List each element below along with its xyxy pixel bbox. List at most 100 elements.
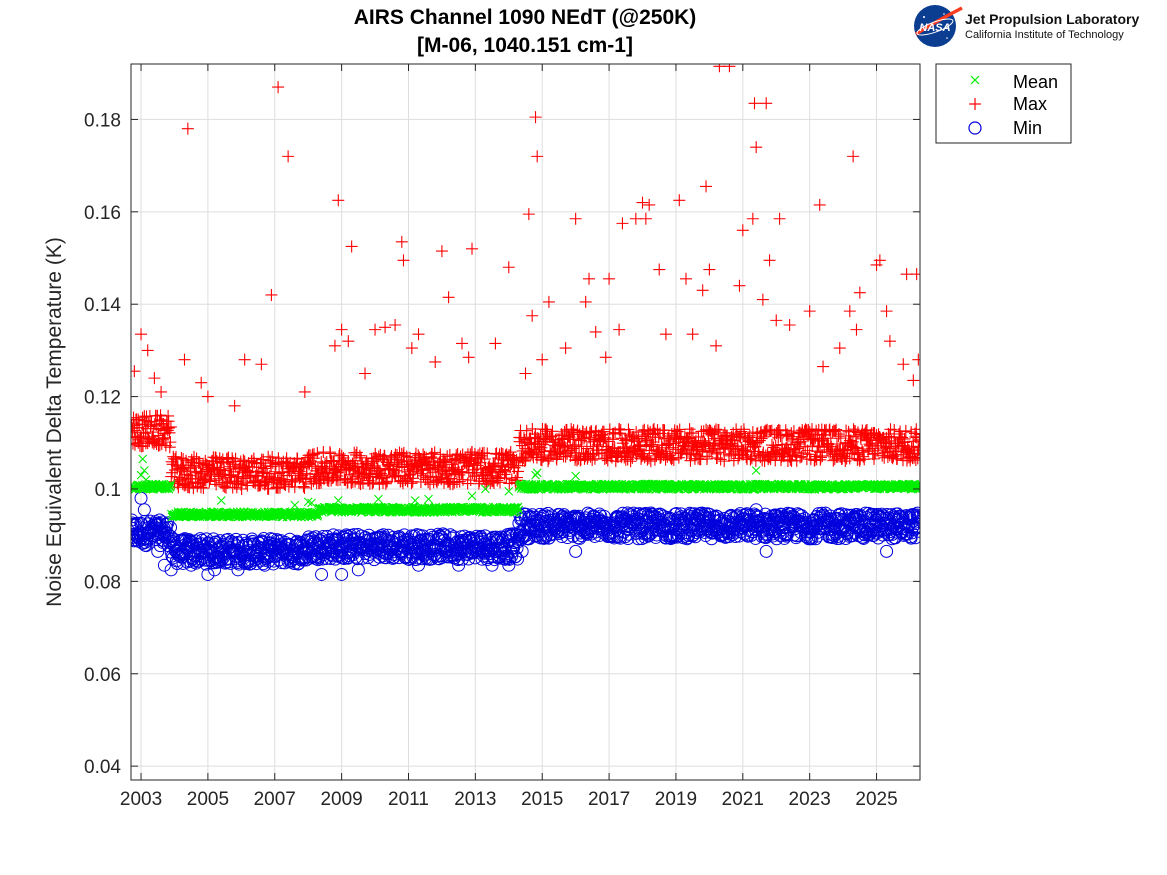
data-point-max bbox=[629, 212, 642, 225]
data-point-max bbox=[324, 447, 337, 460]
data-point-max bbox=[154, 409, 167, 422]
data-point-max bbox=[703, 263, 716, 276]
data-point-max bbox=[389, 318, 402, 331]
data-point-max bbox=[131, 437, 139, 450]
data-point-max bbox=[630, 426, 643, 439]
data-point-max bbox=[304, 455, 317, 468]
data-point-max bbox=[542, 295, 555, 308]
data-point-max bbox=[496, 463, 509, 476]
data-point-min bbox=[157, 558, 171, 572]
data-point-min bbox=[193, 532, 207, 546]
data-point-max bbox=[857, 450, 870, 463]
data-point-max bbox=[768, 445, 781, 458]
data-point-mean bbox=[165, 482, 175, 491]
data-point-min bbox=[241, 553, 255, 567]
data-point-max bbox=[817, 360, 830, 373]
data-point-min bbox=[749, 503, 763, 517]
data-point-max bbox=[873, 254, 886, 267]
data-point-max bbox=[529, 111, 542, 124]
data-point-max bbox=[686, 328, 699, 341]
data-point-max bbox=[500, 472, 513, 485]
data-point-max bbox=[569, 212, 582, 225]
data-point-max bbox=[518, 455, 531, 468]
data-point-max bbox=[910, 431, 920, 444]
data-point-max bbox=[466, 446, 479, 459]
data-point-max bbox=[872, 439, 885, 452]
data-point-max bbox=[181, 122, 194, 135]
data-point-min bbox=[613, 530, 627, 544]
data-point-max bbox=[489, 337, 502, 350]
data-point-mean bbox=[166, 480, 176, 489]
data-point-max bbox=[136, 439, 149, 452]
data-point-max bbox=[696, 284, 709, 297]
data-point-max bbox=[880, 305, 893, 318]
data-point-max bbox=[164, 420, 177, 433]
data-point-max bbox=[193, 456, 206, 469]
data-point-max bbox=[522, 208, 535, 221]
data-point-max bbox=[537, 438, 550, 451]
data-point-max bbox=[272, 81, 285, 94]
data-point-max bbox=[262, 482, 275, 495]
data-point-min bbox=[607, 531, 621, 545]
data-point-max bbox=[718, 455, 731, 468]
data-point-max bbox=[639, 212, 652, 225]
data-point-max bbox=[574, 434, 587, 447]
data-point-max bbox=[680, 433, 693, 446]
data-point-max bbox=[455, 465, 468, 478]
data-point-max bbox=[899, 424, 912, 437]
data-point-max bbox=[135, 328, 148, 341]
data-point-max bbox=[755, 432, 768, 445]
data-point-max bbox=[163, 426, 176, 439]
data-point-max bbox=[536, 353, 549, 366]
data-point-max bbox=[850, 323, 863, 336]
data-point-max bbox=[201, 390, 214, 403]
data-point-max bbox=[419, 473, 432, 486]
data-point-max bbox=[379, 321, 392, 334]
data-point-max bbox=[624, 455, 637, 468]
data-point-min bbox=[164, 563, 178, 577]
data-point-max bbox=[667, 454, 680, 467]
data-point-max bbox=[814, 451, 827, 464]
data-point-mean bbox=[514, 505, 524, 515]
data-point-max bbox=[599, 351, 612, 364]
data-point-max bbox=[533, 443, 546, 456]
data-point-max bbox=[910, 268, 920, 281]
data-point-max bbox=[559, 450, 572, 463]
data-point-min bbox=[708, 514, 722, 528]
data-point-min bbox=[911, 520, 920, 534]
data-point-max bbox=[583, 272, 596, 285]
data-point-max bbox=[911, 452, 920, 465]
data-point-min bbox=[201, 567, 215, 581]
data-point-max bbox=[487, 458, 500, 471]
data-point-max bbox=[664, 434, 677, 447]
data-point-max bbox=[332, 194, 345, 207]
data-point-max bbox=[636, 196, 649, 209]
data-point-max bbox=[579, 295, 592, 308]
data-point-max bbox=[773, 212, 786, 225]
data-point-max bbox=[559, 342, 572, 355]
data-point-min bbox=[214, 554, 228, 568]
data-point-max bbox=[723, 64, 736, 73]
data-point-min bbox=[754, 514, 768, 528]
data-point-max bbox=[478, 453, 491, 466]
data-point-min bbox=[379, 551, 393, 565]
data-point-max bbox=[833, 342, 846, 355]
data-point-max bbox=[273, 467, 286, 480]
data-point-min bbox=[909, 521, 920, 535]
data-point-max bbox=[653, 263, 666, 276]
data-point-max bbox=[177, 453, 190, 466]
data-point-min bbox=[303, 551, 317, 565]
data-point-max bbox=[849, 425, 862, 438]
data-point-max bbox=[395, 461, 408, 474]
data-point-max bbox=[131, 424, 141, 437]
data-point-max bbox=[746, 212, 759, 225]
data-point-max bbox=[592, 447, 605, 460]
data-point-max bbox=[466, 242, 479, 255]
data-point-min bbox=[151, 544, 165, 558]
data-point-max bbox=[397, 254, 410, 267]
data-point-max bbox=[438, 455, 451, 468]
data-point-max bbox=[346, 473, 359, 486]
data-point-max bbox=[353, 449, 366, 462]
data-point-max bbox=[770, 314, 783, 327]
data-point-max bbox=[756, 293, 769, 306]
